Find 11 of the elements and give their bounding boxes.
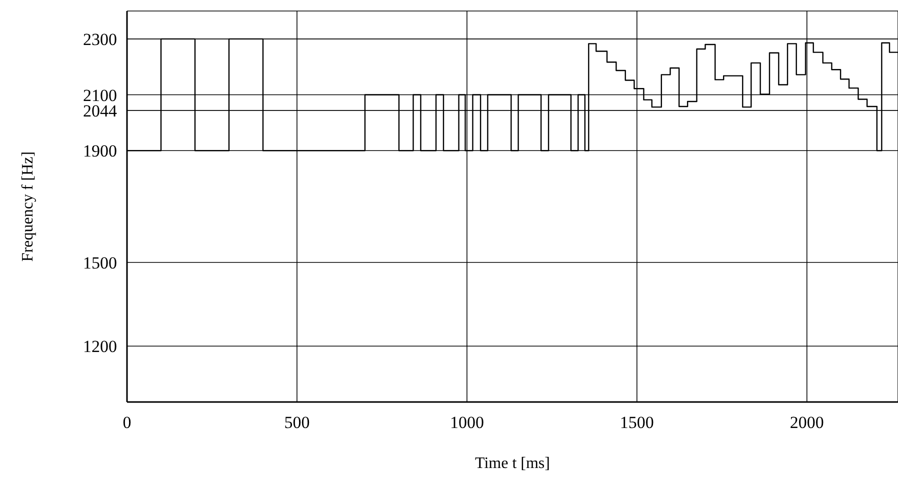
x-tick-label: 0 (122, 413, 132, 432)
x-tick-label: 1500 (620, 413, 654, 432)
y-tick-label: 2300 (83, 30, 117, 49)
x-axis-title: Time t [ms] (475, 455, 550, 472)
x-tick-label: 1000 (450, 413, 484, 432)
x-tick-label: 500 (284, 413, 310, 432)
y-tick-label: 1200 (83, 337, 117, 356)
x-tick-label: 2000 (790, 413, 824, 432)
y-axis-title: Frequency f [Hz] (20, 151, 37, 262)
y-tick-label: 1900 (83, 142, 117, 161)
y-tick-label: 1500 (83, 253, 117, 272)
